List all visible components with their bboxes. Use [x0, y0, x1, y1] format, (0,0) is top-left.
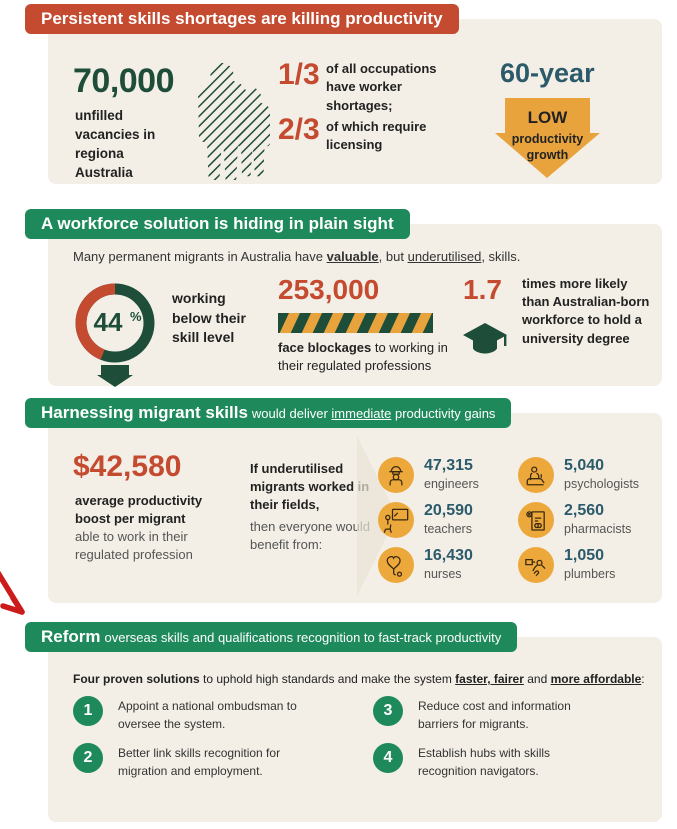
svg-text:%: % [130, 309, 142, 324]
svg-text:44: 44 [94, 307, 123, 337]
